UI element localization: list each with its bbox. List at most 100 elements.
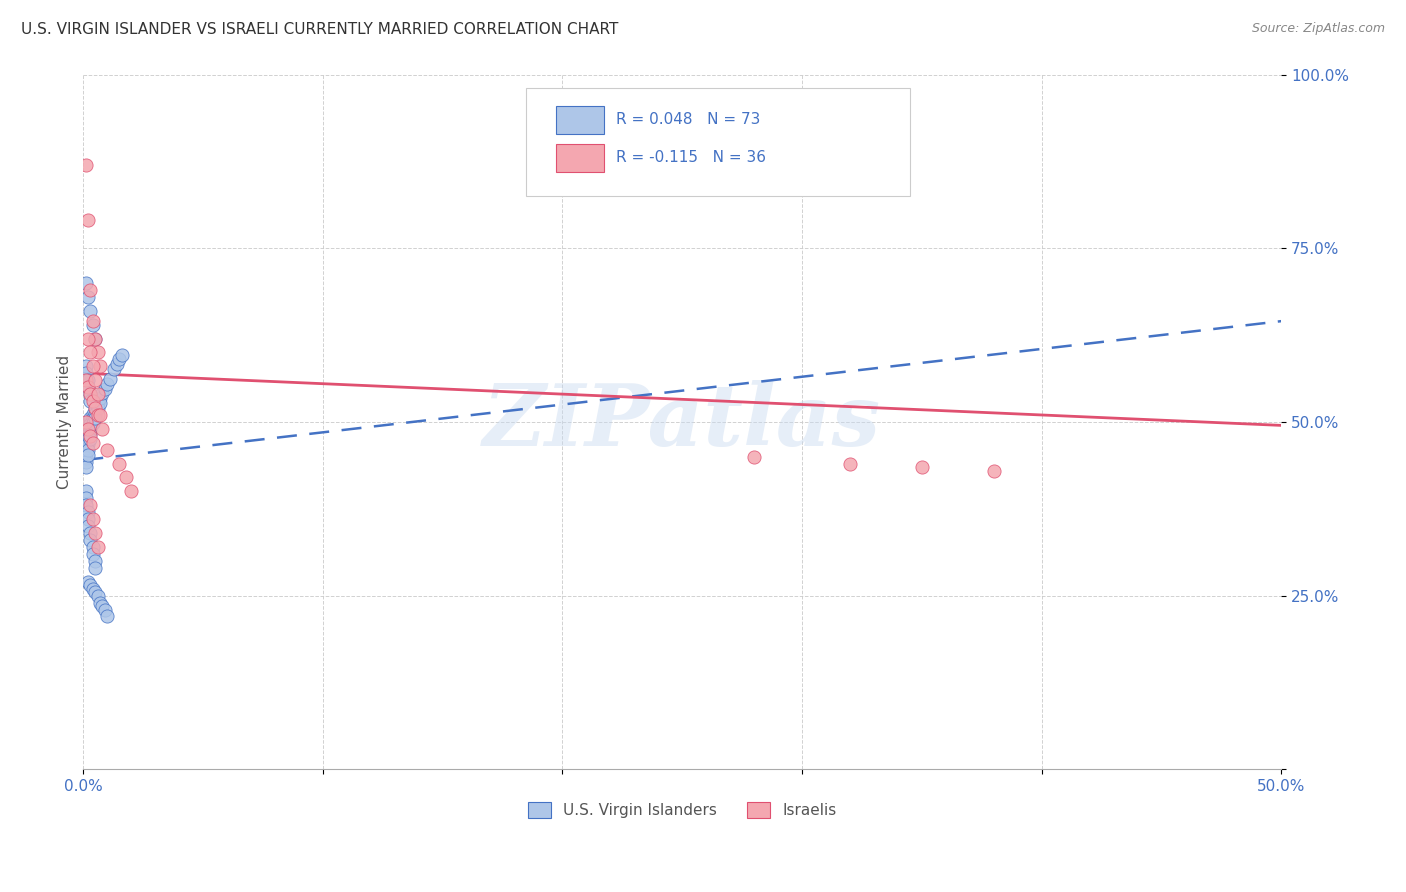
Point	[86, 396, 108, 410]
FancyBboxPatch shape	[557, 144, 605, 172]
Point	[79, 427, 101, 442]
Point	[82, 435, 104, 450]
Point	[82, 411, 104, 425]
Point	[84, 401, 107, 416]
Point	[77, 332, 100, 346]
Point	[79, 422, 101, 436]
Point	[79, 578, 101, 592]
Y-axis label: Currently Married: Currently Married	[58, 355, 72, 489]
Point	[911, 460, 934, 475]
Point	[91, 599, 114, 613]
Point	[75, 446, 97, 460]
Point	[75, 276, 97, 290]
Point	[98, 372, 121, 386]
Point	[75, 359, 97, 374]
Point	[82, 318, 104, 332]
Point	[82, 540, 104, 554]
Point	[79, 417, 101, 431]
Point	[77, 437, 100, 451]
Point	[108, 352, 131, 367]
Text: R = 0.048   N = 73: R = 0.048 N = 73	[616, 112, 761, 128]
Point	[77, 426, 100, 441]
Point	[96, 442, 118, 457]
Point	[77, 512, 100, 526]
Point	[84, 526, 107, 541]
Point	[82, 314, 104, 328]
Point	[103, 362, 125, 376]
Point	[75, 491, 97, 506]
Point	[75, 435, 97, 450]
Point	[86, 387, 108, 401]
Point	[84, 407, 107, 421]
Point	[79, 533, 101, 547]
Point	[84, 332, 107, 346]
FancyBboxPatch shape	[526, 88, 910, 196]
Point	[84, 554, 107, 568]
Point	[79, 345, 101, 359]
Point	[84, 585, 107, 599]
Point	[75, 455, 97, 469]
Point	[96, 376, 118, 391]
Point	[84, 561, 107, 575]
Point	[86, 345, 108, 359]
Point	[742, 450, 765, 464]
Point	[77, 290, 100, 304]
Point	[77, 432, 100, 446]
Point	[82, 582, 104, 596]
Point	[75, 460, 97, 475]
Point	[79, 283, 101, 297]
Point	[89, 392, 111, 406]
Point	[115, 470, 138, 484]
Text: ZIPatlas: ZIPatlas	[484, 380, 882, 464]
Point	[75, 366, 97, 380]
Point	[82, 417, 104, 431]
Point	[77, 422, 100, 436]
Point	[75, 415, 97, 429]
Point	[120, 484, 142, 499]
Point	[82, 394, 104, 409]
Legend: U.S. Virgin Islanders, Israelis: U.S. Virgin Islanders, Israelis	[522, 796, 842, 824]
Point	[75, 422, 97, 436]
Point	[838, 457, 860, 471]
Point	[79, 498, 101, 512]
Point	[111, 347, 134, 361]
Point	[79, 429, 101, 443]
Point	[77, 574, 100, 589]
FancyBboxPatch shape	[557, 106, 605, 134]
Point	[77, 417, 100, 431]
Point	[82, 359, 104, 374]
Point	[75, 442, 97, 456]
Point	[84, 411, 107, 425]
Point	[82, 407, 104, 421]
Point	[84, 373, 107, 387]
Point	[75, 373, 97, 387]
Point	[77, 505, 100, 519]
Point	[79, 526, 101, 541]
Point	[79, 411, 101, 425]
Point	[75, 484, 97, 499]
Point	[77, 213, 100, 227]
Point	[94, 382, 117, 396]
Point	[91, 386, 114, 401]
Point	[105, 357, 128, 371]
Point	[77, 519, 100, 533]
Point	[84, 332, 107, 346]
Point	[89, 396, 111, 410]
Point	[84, 401, 107, 415]
Point	[75, 450, 97, 465]
Point	[89, 359, 111, 374]
Point	[89, 408, 111, 422]
Point	[75, 498, 97, 512]
Point	[79, 387, 101, 401]
Point	[79, 432, 101, 446]
Point	[77, 380, 100, 394]
Point	[86, 589, 108, 603]
Text: U.S. VIRGIN ISLANDER VS ISRAELI CURRENTLY MARRIED CORRELATION CHART: U.S. VIRGIN ISLANDER VS ISRAELI CURRENTL…	[21, 22, 619, 37]
Point	[86, 401, 108, 415]
Point	[77, 380, 100, 394]
Point	[82, 512, 104, 526]
Text: Source: ZipAtlas.com: Source: ZipAtlas.com	[1251, 22, 1385, 36]
Point	[75, 158, 97, 172]
Point	[86, 408, 108, 422]
Point	[77, 448, 100, 462]
